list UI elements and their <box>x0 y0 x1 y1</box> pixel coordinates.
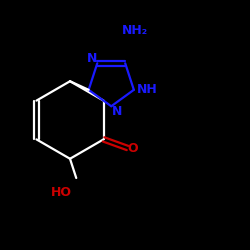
Text: HO: HO <box>51 186 72 200</box>
Text: NH₂: NH₂ <box>122 24 148 37</box>
Text: NH: NH <box>137 83 158 96</box>
Text: O: O <box>128 142 138 154</box>
Text: N: N <box>112 105 122 118</box>
Text: N: N <box>87 52 98 65</box>
